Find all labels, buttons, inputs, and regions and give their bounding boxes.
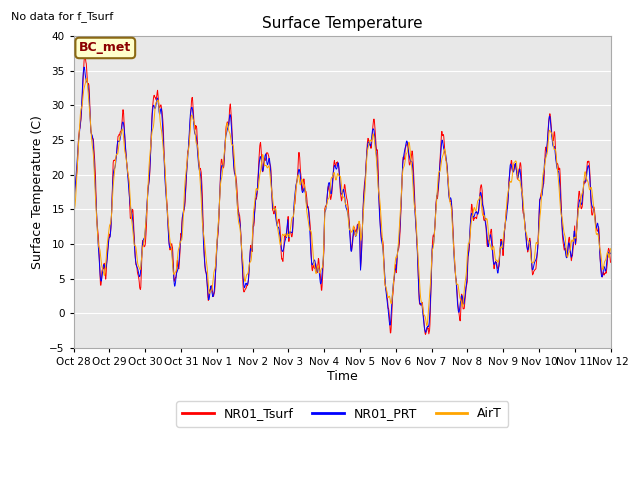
NR01_Tsurf [496,248,504,254]
Title: Surface Temperature: Surface Temperature [262,15,422,31]
Text: No data for f_Tsurf: No data for f_Tsurf [11,11,113,22]
Y-axis label: Surface Temperature (C): Surface Temperature (C) [31,115,44,269]
NR01_PRT [189,116,197,121]
NR01_Tsurf [250,224,257,229]
NR01_Tsurf [177,240,184,246]
AirT [70,210,77,216]
AirT [496,246,504,252]
AirT [189,117,197,123]
AirT [543,148,551,154]
NR01_PRT [422,329,429,335]
NR01_PRT [80,64,88,70]
AirT [250,210,257,216]
AirT [83,75,90,81]
Line: NR01_PRT: NR01_PRT [74,67,611,332]
NR01_PRT [70,211,77,216]
NR01_PRT [543,137,551,143]
NR01_PRT [250,221,257,227]
NR01_Tsurf [70,203,77,208]
AirT [426,288,434,294]
NR01_Tsurf [607,259,614,265]
NR01_Tsurf [543,141,551,147]
X-axis label: Time: Time [326,370,357,383]
NR01_Tsurf [422,332,429,337]
Text: BC_met: BC_met [79,41,131,54]
NR01_PRT [426,309,434,315]
NR01_Tsurf [189,109,197,115]
NR01_Tsurf [426,322,434,327]
NR01_PRT [177,238,184,243]
AirT [423,323,431,328]
NR01_Tsurf [81,55,88,60]
NR01_PRT [496,247,504,253]
Legend: NR01_Tsurf, NR01_PRT, AirT: NR01_Tsurf, NR01_PRT, AirT [176,401,508,427]
Line: AirT: AirT [74,78,611,325]
NR01_PRT [607,250,614,256]
Line: NR01_Tsurf: NR01_Tsurf [74,58,611,335]
AirT [177,240,184,245]
AirT [607,246,614,252]
